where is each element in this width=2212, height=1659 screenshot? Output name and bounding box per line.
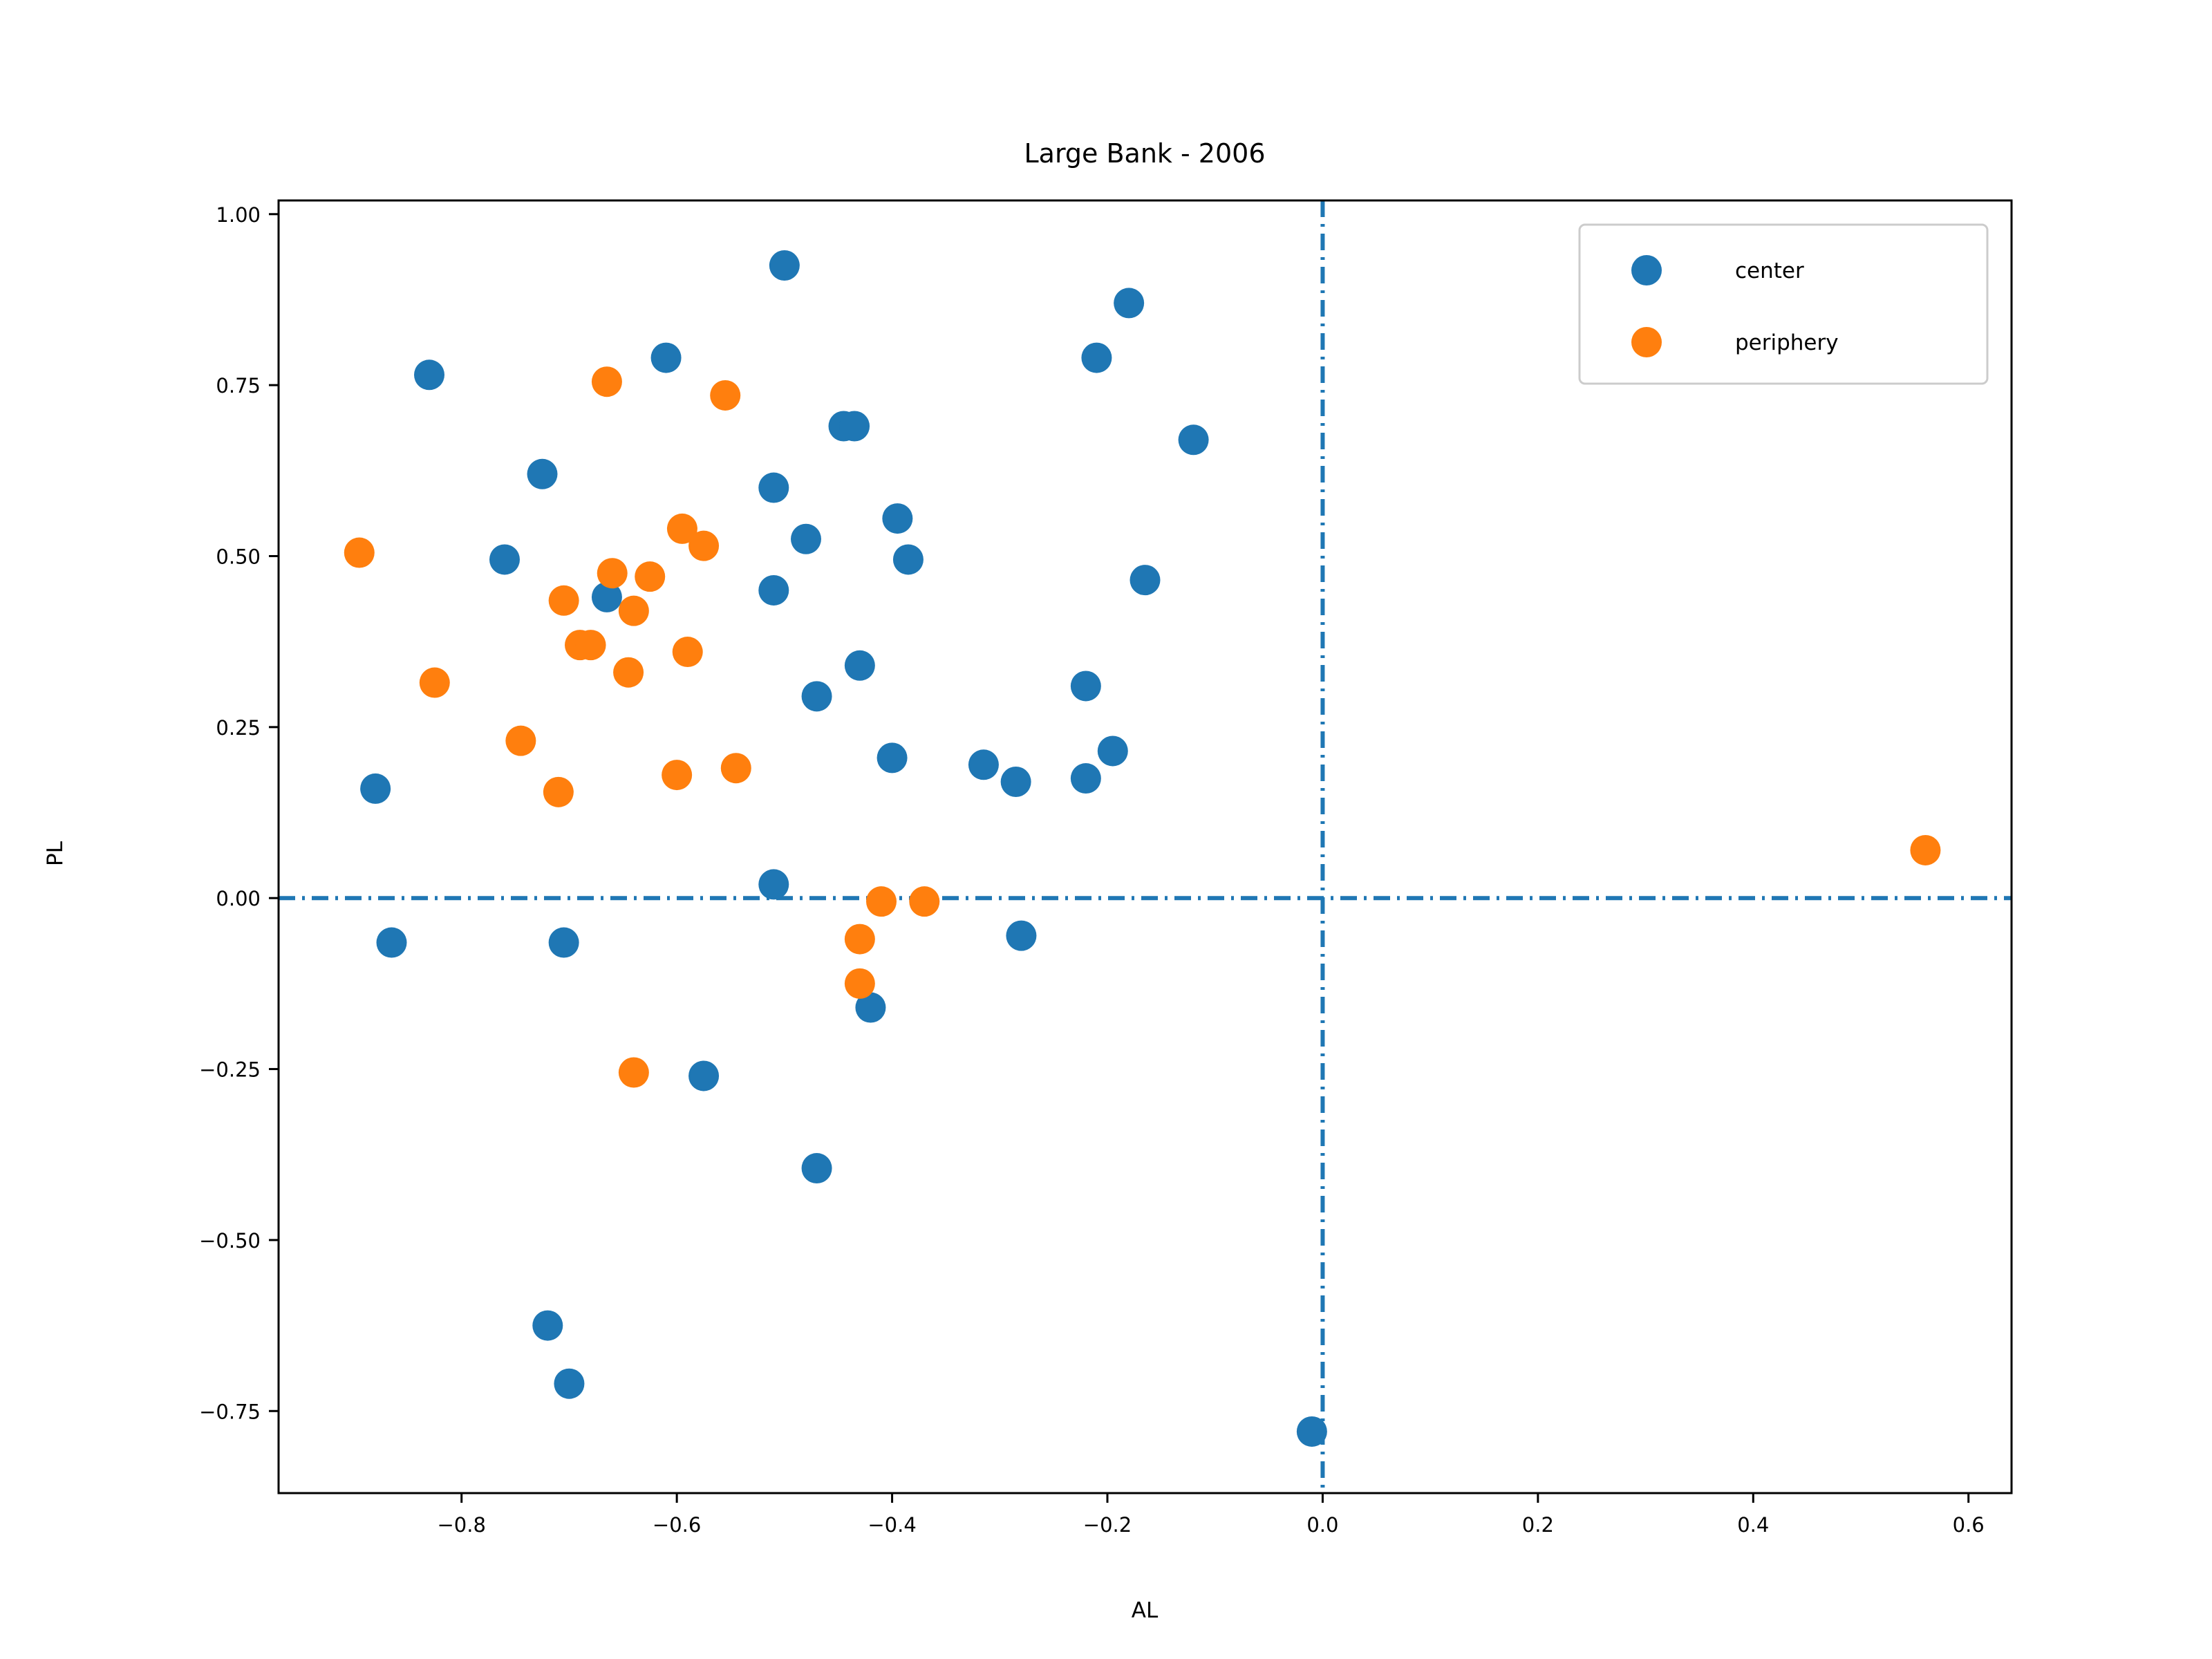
center-point: [1070, 763, 1101, 794]
series-periphery: [344, 366, 1941, 1088]
periphery-point: [866, 886, 897, 917]
y-axis: −0.75 −0.50 −0.25 0.00 0.25 0.50 0.75 1.00: [199, 203, 279, 1423]
center-point: [839, 411, 870, 442]
legend-label-periphery: periphery: [1735, 330, 1839, 355]
data-points: [344, 250, 1941, 1447]
center-point: [758, 574, 789, 606]
x-tick-label: −0.6: [653, 1513, 701, 1537]
periphery-point: [543, 776, 574, 807]
center-point: [527, 458, 558, 489]
y-tick-label: 0.25: [216, 716, 261, 740]
periphery-point: [672, 637, 703, 668]
y-tick-label: −0.25: [199, 1058, 261, 1082]
x-tick-label: 0.0: [1306, 1513, 1338, 1537]
center-point: [1006, 920, 1037, 951]
periphery-point: [597, 558, 628, 589]
plot-frame: [277, 199, 2013, 1494]
center-point: [591, 581, 622, 612]
center-point: [1097, 735, 1128, 767]
center-point: [1178, 424, 1209, 456]
periphery-point: [662, 760, 693, 791]
x-tick-label: −0.2: [1083, 1513, 1132, 1537]
periphery-point: [635, 561, 666, 592]
center-point: [877, 742, 908, 774]
center-point: [489, 544, 520, 575]
legend: center periphery: [1578, 223, 1989, 385]
center-point: [1130, 565, 1161, 596]
x-axis-label: AL: [1132, 1598, 1159, 1623]
periphery-point: [613, 657, 644, 688]
periphery-point: [1910, 834, 1941, 865]
center-point: [791, 523, 821, 554]
periphery-point: [909, 886, 940, 917]
center-point: [769, 250, 800, 281]
periphery-point: [419, 667, 450, 698]
center-point: [1296, 1416, 1327, 1447]
y-tick-label: 0.00: [216, 887, 261, 910]
series-center: [360, 250, 1327, 1447]
y-tick-label: −0.50: [199, 1229, 261, 1253]
center-point: [688, 1060, 720, 1091]
periphery-point: [666, 513, 697, 544]
y-tick-label: 0.75: [216, 374, 261, 397]
periphery-point: [591, 366, 622, 397]
legend-marker-periphery: [1631, 327, 1662, 357]
center-point: [855, 992, 886, 1023]
chart-title: Large Bank - 2006: [1024, 138, 1265, 169]
legend-label-center: center: [1735, 259, 1804, 283]
center-point: [801, 681, 832, 712]
periphery-point: [618, 1057, 649, 1088]
legend-box: [1578, 223, 1989, 385]
center-point: [1000, 767, 1031, 798]
legend-marker-center: [1631, 255, 1662, 285]
y-tick-label: 0.50: [216, 545, 261, 568]
center-point: [1070, 671, 1101, 702]
center-point: [376, 927, 407, 958]
center-point: [554, 1368, 585, 1399]
center-point: [968, 749, 999, 780]
periphery-point: [710, 379, 741, 411]
periphery-point: [575, 630, 606, 661]
periphery-point: [844, 924, 875, 955]
reference-lines: [279, 200, 2012, 1493]
periphery-point: [688, 530, 720, 561]
y-axis-label: PL: [43, 841, 68, 866]
center-point: [758, 472, 789, 503]
x-tick-label: 0.4: [1737, 1513, 1769, 1537]
periphery-point: [505, 725, 536, 756]
center-point: [844, 650, 875, 681]
x-tick-label: 0.2: [1522, 1513, 1554, 1537]
y-tick-label: 1.00: [216, 203, 261, 227]
center-point: [650, 342, 682, 373]
center-point: [360, 773, 391, 804]
center-point: [414, 359, 444, 391]
center-point: [758, 869, 789, 900]
center-point: [548, 927, 579, 958]
x-tick-label: −0.4: [868, 1513, 916, 1537]
x-tick-label: 0.6: [1953, 1513, 1985, 1537]
center-point: [532, 1310, 563, 1341]
center-point: [801, 1153, 832, 1184]
center-point: [892, 544, 924, 575]
x-tick-label: −0.8: [438, 1513, 486, 1537]
periphery-point: [344, 537, 375, 568]
center-point: [1081, 342, 1112, 373]
periphery-point: [618, 595, 649, 626]
x-axis: −0.8 −0.6 −0.4 −0.2 0.0 0.2 0.4 0.6: [438, 1493, 1985, 1537]
center-point: [882, 503, 913, 534]
center-point: [1114, 288, 1145, 319]
periphery-point: [548, 585, 579, 616]
periphery-point: [844, 968, 875, 999]
y-tick-label: −0.75: [199, 1400, 261, 1423]
periphery-point: [720, 753, 751, 784]
